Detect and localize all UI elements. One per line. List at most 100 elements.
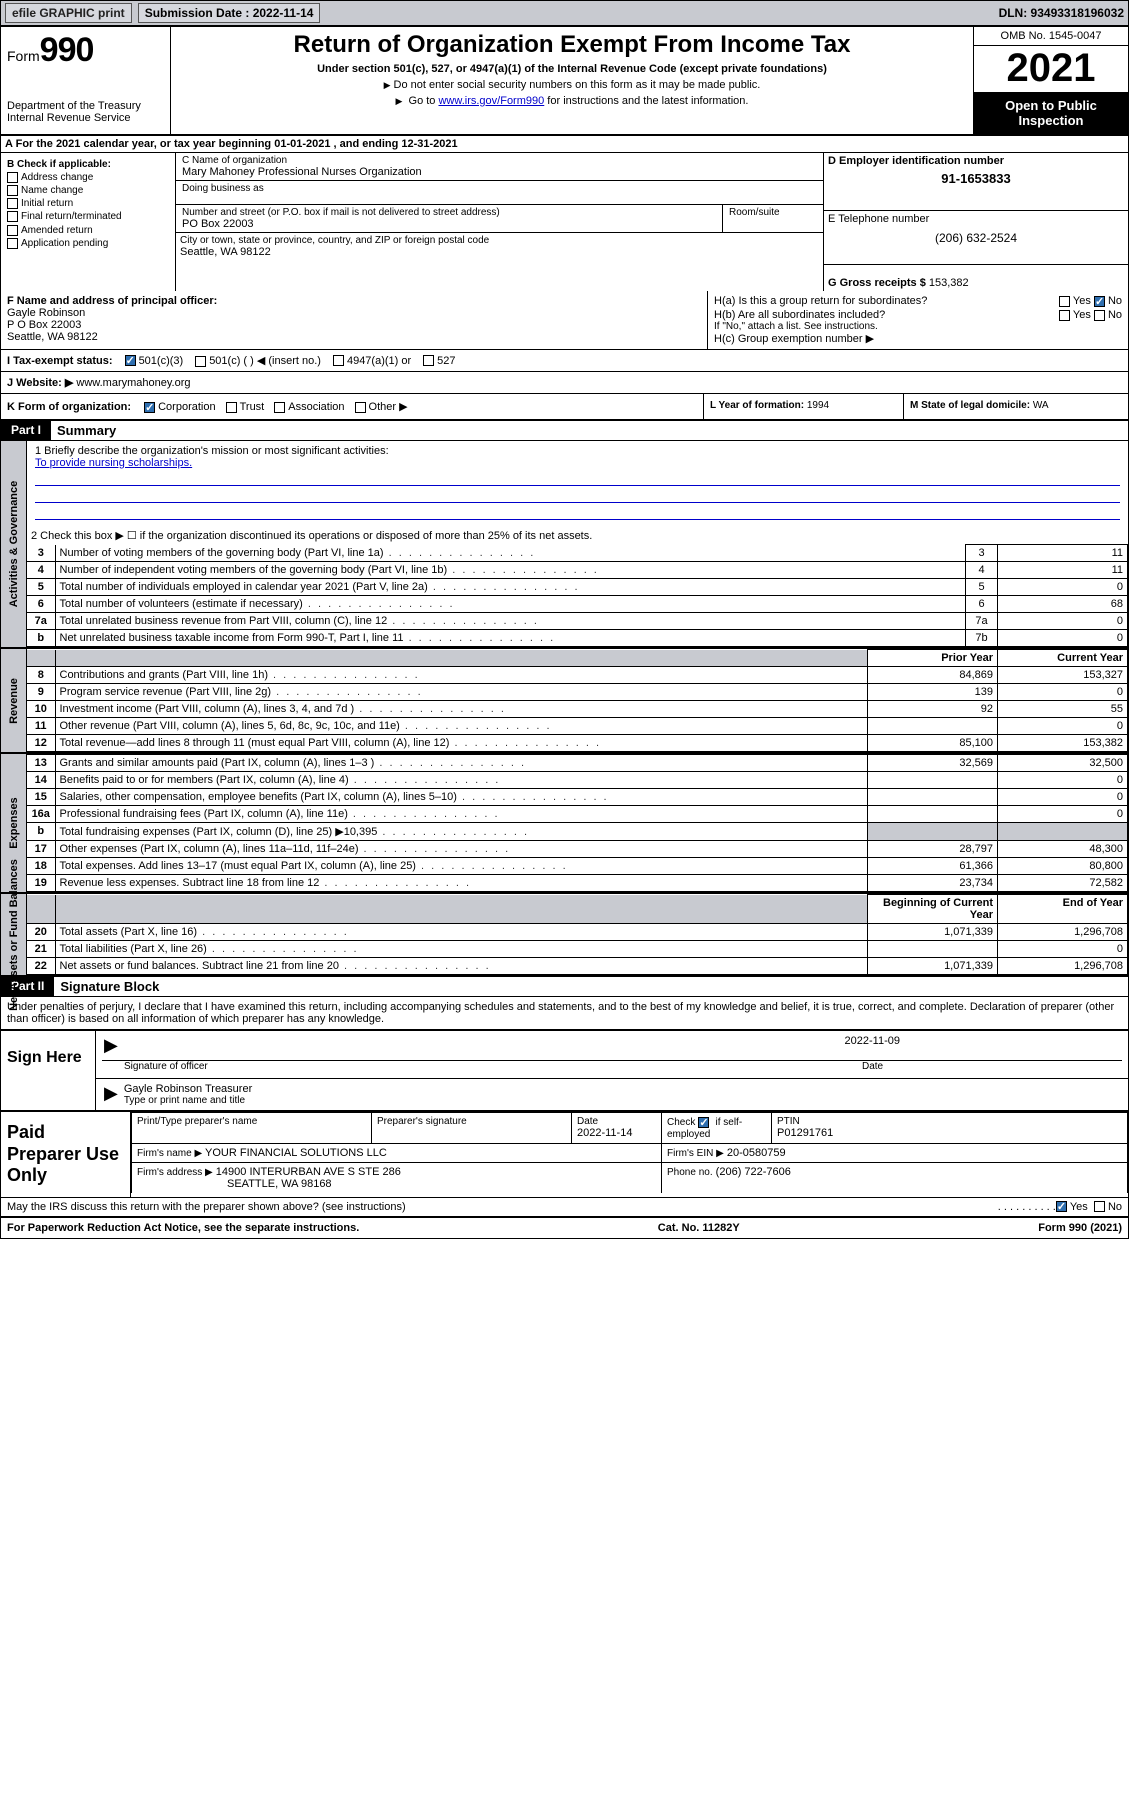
firm-addr-label: Firm's address ▶ — [137, 1167, 213, 1178]
open-inspection: Open to Public Inspection — [974, 92, 1128, 134]
discuss-question: May the IRS discuss this return with the… — [7, 1201, 998, 1213]
ein-value: 91-1653833 — [828, 167, 1124, 190]
table-row: 22Net assets or fund balances. Subtract … — [27, 958, 1128, 975]
527-checkbox[interactable] — [423, 355, 434, 366]
prep-sig-label: Preparer's signature — [377, 1116, 566, 1127]
table-row: 17Other expenses (Part IX, column (A), l… — [27, 841, 1128, 858]
signer-name: Gayle Robinson Treasurer — [124, 1083, 252, 1095]
vtab-governance: Activities & Governance — [1, 441, 27, 647]
501c-checkbox[interactable] — [195, 356, 206, 367]
section-revenue: Revenue Prior YearCurrent Year8Contribut… — [1, 649, 1128, 754]
preparer-block: Paid Preparer Use Only Print/Type prepar… — [1, 1110, 1128, 1197]
block-h: H(a) Is this a group return for subordin… — [708, 291, 1128, 349]
hb-yes-checkbox[interactable] — [1059, 310, 1070, 321]
table-row: 5Total number of individuals employed in… — [27, 579, 1128, 596]
discuss-no-checkbox[interactable] — [1094, 1201, 1105, 1212]
discuss-line: May the IRS discuss this return with the… — [1, 1197, 1128, 1216]
checkbox[interactable] — [7, 211, 18, 222]
501c3-checkbox[interactable] — [125, 355, 136, 366]
table-header: Prior YearCurrent Year — [27, 650, 1128, 667]
irs-label: Internal Revenue Service — [7, 112, 164, 124]
preparer-table: Print/Type preparer's name Preparer's si… — [131, 1112, 1128, 1193]
checkbox[interactable] — [7, 172, 18, 183]
firm-ein: 20-0580759 — [727, 1147, 786, 1159]
dept-treasury: Department of the Treasury — [7, 100, 164, 112]
block-b-item: Initial return — [7, 198, 169, 209]
korg-checkbox[interactable] — [144, 402, 155, 413]
block-b-item: Address change — [7, 172, 169, 183]
hb-label: H(b) Are all subordinates included? — [714, 309, 885, 321]
section-expenses: Expenses 13Grants and similar amounts pa… — [1, 754, 1128, 894]
table-row: 13Grants and similar amounts paid (Part … — [27, 755, 1128, 772]
4947-checkbox[interactable] — [333, 355, 344, 366]
tax-year: 2021 — [974, 46, 1128, 92]
table-row: 12Total revenue—add lines 8 through 11 (… — [27, 735, 1128, 752]
website-label: J Website: ▶ — [7, 377, 73, 389]
korg-option: Trust — [226, 401, 265, 413]
blank-line — [35, 489, 1120, 503]
blank-line — [35, 506, 1120, 520]
table-row: 3Number of voting members of the governi… — [27, 545, 1128, 562]
korg-checkbox[interactable] — [274, 402, 285, 413]
omb-number: OMB No. 1545-0047 — [974, 27, 1128, 46]
block-b-item: Application pending — [7, 238, 169, 249]
hc-label: H(c) Group exemption number ▶ — [714, 332, 1122, 345]
preparer-title: Paid Preparer Use Only — [1, 1112, 131, 1197]
netassets-table: Beginning of Current YearEnd of Year20To… — [27, 894, 1128, 975]
table-row: 10Investment income (Part VIII, column (… — [27, 701, 1128, 718]
efile-print-button[interactable]: efile GRAPHIC print — [5, 3, 132, 23]
form-year-block: OMB No. 1545-0047 2021 Open to Public In… — [973, 27, 1128, 134]
korg-checkbox[interactable] — [226, 402, 237, 413]
table-row: 9Program service revenue (Part VIII, lin… — [27, 684, 1128, 701]
form-container: Form990 Department of the Treasury Inter… — [0, 26, 1129, 1239]
part1-header: Part I Summary — [1, 421, 1128, 440]
korg-checkbox[interactable] — [355, 402, 366, 413]
gross-value: 153,382 — [929, 277, 969, 289]
block-b-item: Amended return — [7, 225, 169, 236]
discuss-yes-checkbox[interactable] — [1056, 1201, 1067, 1212]
table-row: 11Other revenue (Part VIII, column (A), … — [27, 718, 1128, 735]
checkbox[interactable] — [7, 238, 18, 249]
sign-date: 2022-11-09 — [124, 1035, 1120, 1049]
gross-label: G Gross receipts $ — [828, 277, 926, 289]
period-text: For the 2021 calendar year, or tax year … — [16, 138, 458, 150]
self-employed-checkbox[interactable] — [698, 1117, 709, 1128]
checkbox[interactable] — [7, 185, 18, 196]
table-row: 4Number of independent voting members of… — [27, 562, 1128, 579]
section-netassets: Net Assets or Fund Balances Beginning of… — [1, 894, 1128, 977]
irs-link[interactable]: www.irs.gov/Form990 — [438, 95, 544, 107]
firm-name: YOUR FINANCIAL SOLUTIONS LLC — [205, 1147, 387, 1159]
signer-name-label: Type or print name and title — [124, 1095, 252, 1106]
ha-no-checkbox[interactable] — [1094, 296, 1105, 307]
form-title-block: Return of Organization Exempt From Incom… — [171, 27, 973, 134]
prep-name-label: Print/Type preparer's name — [137, 1116, 366, 1127]
blocks-bcdg: B Check if applicable: Address changeNam… — [1, 153, 1128, 291]
hb-no-checkbox[interactable] — [1094, 310, 1105, 321]
period-line: A For the 2021 calendar year, or tax yea… — [1, 136, 1128, 153]
phone-label: E Telephone number — [828, 213, 1124, 225]
dln: DLN: 93493318196032 — [999, 6, 1124, 20]
officer-addr1: P O Box 22003 — [7, 319, 701, 331]
table-row: 7aTotal unrelated business revenue from … — [27, 613, 1128, 630]
org-name: Mary Mahoney Professional Nurses Organiz… — [182, 166, 817, 178]
ptin-value: P01291761 — [777, 1127, 1122, 1139]
mission-text: To provide nursing scholarships. — [35, 457, 1120, 469]
form-title: Return of Organization Exempt From Incom… — [179, 31, 965, 59]
city-value: Seattle, WA 98122 — [180, 246, 819, 258]
form-word: Form — [7, 48, 40, 64]
block-b-item: Name change — [7, 185, 169, 196]
governance-table: 3Number of voting members of the governi… — [27, 544, 1128, 647]
form-number: 990 — [40, 31, 94, 69]
ha-yes-checkbox[interactable] — [1059, 296, 1070, 307]
checkbox[interactable] — [7, 198, 18, 209]
block-b: B Check if applicable: Address changeNam… — [1, 153, 176, 291]
form-note-link: Go to www.irs.gov/Form990 for instructio… — [179, 95, 965, 107]
table-row: 21Total liabilities (Part X, line 26)0 — [27, 941, 1128, 958]
checkbox[interactable] — [7, 225, 18, 236]
top-toolbar: efile GRAPHIC print Submission Date : 20… — [0, 0, 1129, 26]
firm-phone: (206) 722-7606 — [716, 1166, 791, 1178]
block-c: C Name of organization Mary Mahoney Prof… — [176, 153, 823, 291]
firm-name-label: Firm's name ▶ — [137, 1148, 202, 1159]
blocks-fh: F Name and address of principal officer:… — [1, 291, 1128, 350]
website-value: www.marymahoney.org — [76, 377, 190, 389]
